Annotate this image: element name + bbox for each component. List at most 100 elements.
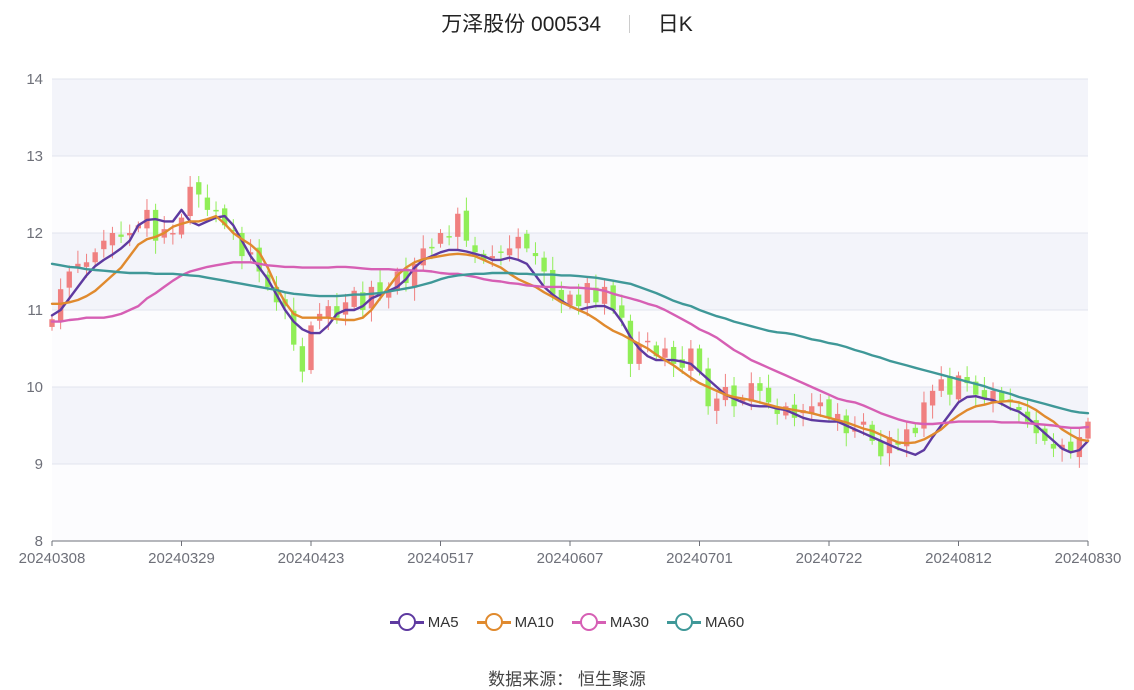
legend-ma5-icon [389, 613, 424, 631]
candle-body [342, 302, 349, 315]
x-tick-label: 20240701 [666, 550, 733, 567]
legend-ma10-dot [484, 613, 503, 631]
candle-body [679, 359, 685, 368]
legend-item-ma10[interactable]: MA10 [476, 613, 554, 631]
candle-body [558, 289, 565, 303]
x-tick-label: 20240830 [1055, 550, 1122, 567]
candle-body [325, 306, 331, 317]
legend-ma10-label: MA10 [514, 613, 554, 631]
candle-body [636, 344, 642, 364]
candle-body [567, 294, 573, 306]
axes: 8 9 10 11 12 13 14 20240308 20240329 20240423 2024… [19, 71, 1122, 567]
candle-body [239, 233, 245, 257]
line-ma30 [50, 261, 1090, 429]
candle-body [921, 402, 927, 429]
line-ma10 [50, 214, 1090, 445]
candle-body [472, 245, 478, 253]
candle-body [817, 402, 824, 407]
candle-body [757, 383, 763, 391]
candle-body [83, 262, 90, 267]
moving-average-lines [50, 208, 1090, 456]
candle-body [49, 319, 55, 327]
x-tick-label: 20240722 [796, 550, 863, 567]
candle-body [809, 406, 815, 414]
candle-body [912, 427, 919, 434]
candle-body [619, 305, 625, 318]
x-tick-label: 20240329 [148, 550, 215, 567]
data-source: 数据来源： 恒生聚源 [488, 670, 646, 689]
candlestick-chart[interactable]: 8 9 10 11 12 13 14 20240308 20240329 20240423 2024… [0, 0, 1134, 600]
candle-body [178, 217, 185, 235]
candle-body [981, 390, 988, 399]
legend-ma5-label: MA5 [427, 613, 459, 631]
candle-body [92, 252, 98, 263]
candle-body [360, 292, 366, 310]
stock-name: 万泽股份 000534 [441, 13, 602, 36]
candle-body [170, 233, 176, 235]
title-separator [628, 15, 630, 33]
candle-body [403, 268, 409, 284]
candle-body [515, 236, 521, 249]
candle-body [904, 429, 910, 447]
candle-body [627, 320, 634, 364]
legend-ma30-label: MA30 [609, 613, 650, 631]
x-tick-label: 20240812 [925, 550, 992, 567]
chart-title: 万泽股份 000534 日K [0, 8, 1134, 38]
band-8 [52, 464, 1088, 541]
candle-body [947, 376, 953, 395]
candle-body [748, 383, 754, 402]
candle-body [291, 310, 297, 345]
candle-body [670, 346, 677, 364]
candle-body [1085, 421, 1091, 439]
x-tick-label: 20240607 [537, 550, 604, 567]
candle-body [1068, 441, 1074, 453]
candle-body [826, 399, 832, 418]
candle-body [938, 379, 944, 391]
y-tick-label: 8 [35, 533, 43, 550]
candle-body [118, 234, 124, 237]
legend-ma5-dot [397, 613, 416, 631]
candle-body [377, 282, 383, 295]
candle-body [455, 213, 461, 237]
legend-item-ma30[interactable]: MA30 [571, 613, 650, 631]
candle-body [645, 340, 651, 343]
candle-body [127, 233, 133, 236]
candle-body [653, 345, 660, 357]
legend-ma30-icon [571, 613, 606, 631]
candle-body [688, 348, 694, 371]
period-label[interactable]: 日K [657, 13, 693, 36]
candle-body [973, 381, 979, 395]
candle-body [1050, 443, 1057, 449]
candle-body [584, 283, 590, 304]
legend-item-ma5[interactable]: MA5 [389, 613, 459, 631]
band-13 [52, 79, 1088, 156]
candle-body [247, 252, 254, 255]
candle-body [1076, 437, 1083, 458]
candle-body [230, 229, 236, 232]
candle-body [714, 398, 720, 411]
candle-body [66, 271, 72, 288]
legend-ma60-icon [667, 613, 702, 631]
candle-body [101, 240, 107, 250]
candle-body [1059, 444, 1065, 449]
y-tick-label: 11 [27, 302, 43, 319]
candle-body [541, 257, 547, 272]
legend-ma30-dot [579, 613, 598, 631]
gridlines [52, 78, 1088, 465]
y-tick-label: 10 [26, 379, 43, 396]
candle-body [213, 209, 219, 212]
candle-body [334, 306, 340, 318]
candle-body [1016, 407, 1022, 411]
candle-body [998, 390, 1005, 403]
legend-item-ma60[interactable]: MA60 [667, 613, 744, 631]
candle-body [152, 209, 159, 241]
legend: MA5 MA10 MA30 MA60 [0, 613, 1134, 631]
y-tick-label: 14 [26, 71, 43, 88]
candle-body [506, 248, 513, 256]
candle-body [990, 390, 996, 402]
candle-body [489, 256, 495, 259]
candle-body [75, 263, 81, 267]
y-tick-label: 12 [26, 225, 43, 242]
candle-body [696, 348, 703, 372]
y-tick-label: 9 [35, 456, 43, 473]
